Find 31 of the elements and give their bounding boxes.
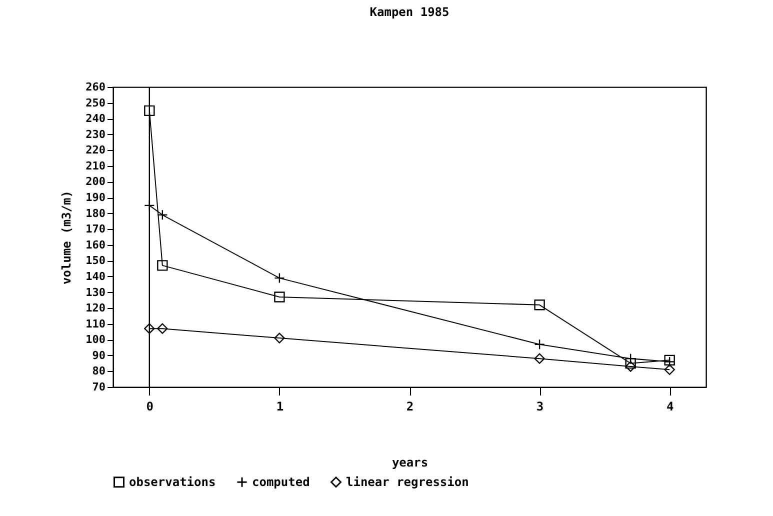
y-tick-label: 260	[86, 80, 106, 94]
y-tick-label: 80	[92, 364, 106, 378]
x-tick-label: 3	[536, 400, 544, 414]
legend-label: computed	[252, 475, 310, 490]
legend-label: observations	[129, 475, 216, 490]
y-tick-label: 90	[92, 348, 106, 362]
y-tick-label: 140	[86, 270, 106, 283]
x-tick-label: 4	[666, 400, 674, 414]
chart-title: Kampen 1985	[370, 5, 450, 19]
y-tick-label: 150	[86, 254, 106, 268]
y-tick-label: 220	[86, 144, 106, 157]
x-tick-label: 2	[406, 400, 414, 414]
y-tick-label: 120	[86, 302, 106, 315]
x-axis-title: years	[392, 456, 428, 470]
y-tick-label: 170	[86, 222, 106, 236]
y-tick-label: 230	[86, 128, 106, 141]
y-tick-label: 200	[86, 175, 106, 188]
y-tick-label: 110	[86, 317, 106, 330]
y-tick-label: 210	[86, 159, 106, 172]
x-tick-label: 1	[276, 400, 284, 414]
y-axis-title: volume (m3/m)	[60, 190, 74, 284]
y-tick-label: 180	[86, 206, 106, 220]
y-tick-label: 130	[86, 286, 106, 299]
y-tick-label: 100	[86, 333, 106, 346]
y-tick-label: 160	[86, 238, 106, 252]
y-tick-label: 250	[86, 96, 106, 110]
y-tick-label: 70	[92, 380, 106, 394]
legend-label: linear regression	[346, 475, 469, 490]
y-tick-label: 240	[86, 112, 106, 126]
x-tick-label: 0	[146, 400, 154, 414]
y-tick-label: 190	[86, 191, 106, 204]
